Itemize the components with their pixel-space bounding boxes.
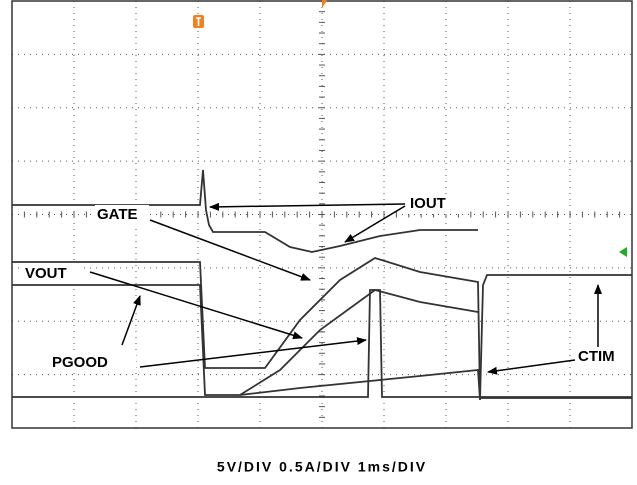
arrow — [139, 337, 367, 368]
trigger-t — [196, 17, 201, 26]
arrow — [209, 202, 406, 211]
label-iout: IOUT — [410, 195, 446, 212]
trace-gate — [12, 257, 632, 399]
label-bg — [23, 264, 81, 284]
label-pgood: PGOOD — [52, 354, 108, 371]
level-marker — [619, 247, 627, 257]
trace-vout — [12, 284, 479, 396]
trace-pgood — [12, 289, 632, 398]
trace-iout — [12, 169, 478, 253]
arrow — [149, 219, 311, 281]
trace-ctim — [239, 274, 632, 401]
label-bg — [576, 347, 630, 367]
arrow — [121, 295, 141, 346]
label-bg — [50, 353, 136, 373]
label-vout: VOUT — [25, 265, 67, 282]
arrow — [344, 205, 406, 243]
trigger-pos — [322, 0, 328, 8]
caption: 5V/DIV 0.5A/DIV 1ms/DIV — [217, 459, 427, 475]
label-bg — [408, 194, 460, 214]
label-ctim: CTIM — [578, 348, 615, 365]
label-bg — [95, 205, 149, 225]
label-gate: GATE — [97, 206, 138, 223]
arrow — [89, 271, 303, 340]
arrow — [487, 359, 576, 375]
